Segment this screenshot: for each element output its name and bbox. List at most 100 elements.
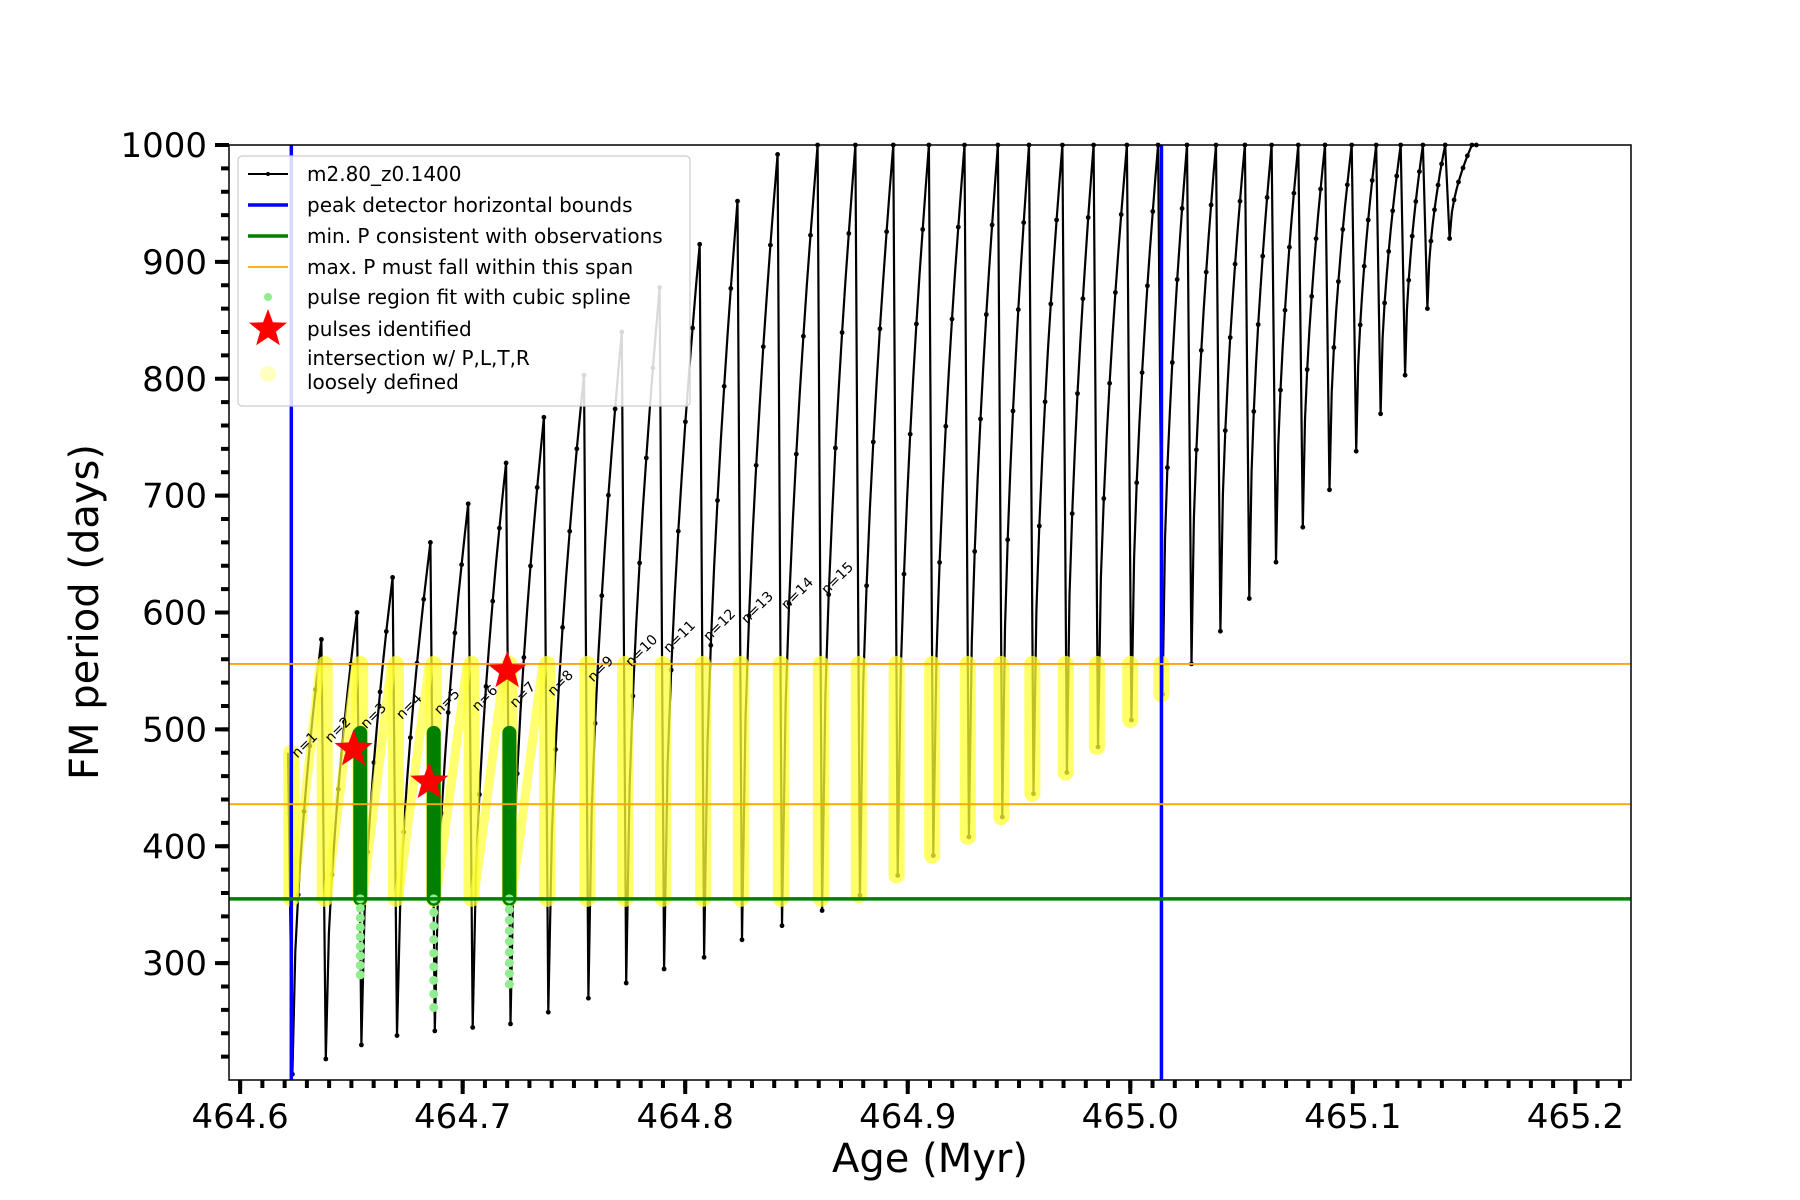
track-point [1021, 220, 1027, 226]
track-point [1165, 465, 1170, 470]
x-tick-label: 464.8 [637, 1097, 734, 1137]
track-point [1054, 217, 1059, 223]
track-point [1406, 277, 1412, 283]
track-point [1313, 236, 1319, 242]
track-point [1273, 559, 1279, 565]
track-point [989, 222, 995, 228]
track-point [1309, 293, 1315, 299]
spline-fit-point [429, 935, 439, 945]
track-point [1069, 511, 1075, 516]
track-point [503, 460, 509, 466]
track-point [1174, 277, 1180, 282]
legend-label: min. P consistent with observations [307, 224, 663, 248]
track-point [1113, 290, 1118, 295]
pulse-star [334, 729, 373, 766]
track-point [1042, 399, 1048, 405]
track-point [541, 414, 547, 420]
legend-marker [249, 309, 287, 346]
track-point [715, 498, 720, 503]
legend-marker [264, 293, 272, 301]
spline-fit-point [429, 1003, 439, 1013]
track-point [779, 923, 785, 929]
track-point [1075, 391, 1080, 396]
legend-label: pulse region fit with cubic spline [307, 285, 631, 309]
spline-fit-point [429, 962, 439, 972]
track-point [1365, 217, 1371, 223]
spline-fit-point [504, 958, 514, 968]
track-point [1361, 263, 1367, 269]
spline-fit-point [429, 907, 439, 917]
x-tick-label: 464.9 [859, 1097, 956, 1137]
track-point [793, 451, 799, 457]
track-point [1369, 178, 1375, 183]
x-axis-label: Age (Myr) [832, 1136, 1028, 1182]
track-point [1402, 372, 1408, 378]
track-point [1318, 186, 1323, 192]
track-point [1010, 408, 1016, 414]
track-point [1255, 322, 1261, 327]
track-point [452, 630, 458, 636]
track-point [1198, 348, 1204, 353]
track-point [354, 610, 360, 615]
spline-fit-point [504, 968, 514, 978]
track-point [760, 344, 766, 350]
track-point [808, 232, 813, 238]
track-point [1357, 322, 1363, 328]
track-point [1107, 380, 1112, 386]
track-point [907, 431, 913, 437]
track-point [490, 598, 496, 604]
track-point [1218, 628, 1223, 634]
track-point [574, 446, 580, 452]
y-tick-label: 400 [142, 827, 207, 867]
track-point [1378, 411, 1383, 417]
track-point [1304, 367, 1310, 372]
track-point [739, 937, 745, 943]
legend-marker [260, 366, 276, 382]
track-point [949, 316, 955, 322]
track-point [560, 625, 565, 630]
spline-fit-point [504, 926, 514, 936]
spline-fit-point [429, 975, 439, 985]
spline-fit-point [355, 941, 365, 951]
track-point [1340, 227, 1346, 232]
track-point [839, 330, 845, 335]
track-point [1179, 206, 1185, 211]
track-point [1264, 195, 1270, 200]
track-point [1409, 233, 1415, 239]
track-point [937, 560, 942, 565]
track-point [1278, 387, 1283, 393]
track-point [786, 601, 792, 606]
track-point [1227, 335, 1233, 340]
track-point [826, 592, 832, 597]
spline-fit-point [504, 979, 514, 989]
spline-fit-point [355, 903, 365, 913]
track-point [870, 439, 876, 445]
track-point [1353, 448, 1359, 454]
track-point [421, 596, 427, 602]
track-point [377, 689, 383, 695]
track-point [1382, 300, 1387, 306]
track-point [972, 549, 978, 554]
track-point [1386, 249, 1392, 254]
track-point [1460, 165, 1466, 171]
spline-fit-point [355, 913, 365, 923]
track-point [545, 1009, 551, 1015]
track-point [623, 980, 629, 986]
track-point [1260, 253, 1266, 259]
track-point [1451, 197, 1457, 203]
track-point [901, 571, 907, 577]
pulse-star [410, 762, 449, 799]
track-point [390, 575, 395, 580]
track-point [819, 908, 825, 913]
track-point [383, 629, 389, 634]
track-point [1150, 209, 1156, 214]
intersection-band [322, 663, 361, 900]
spline-fit-point [504, 915, 514, 925]
spline-fit-point [504, 947, 514, 957]
intersection-highlights [283, 655, 1170, 907]
intersection-band [507, 663, 548, 900]
spline-fit-point [355, 951, 365, 961]
track-point [1465, 153, 1470, 159]
track-point [683, 419, 688, 425]
